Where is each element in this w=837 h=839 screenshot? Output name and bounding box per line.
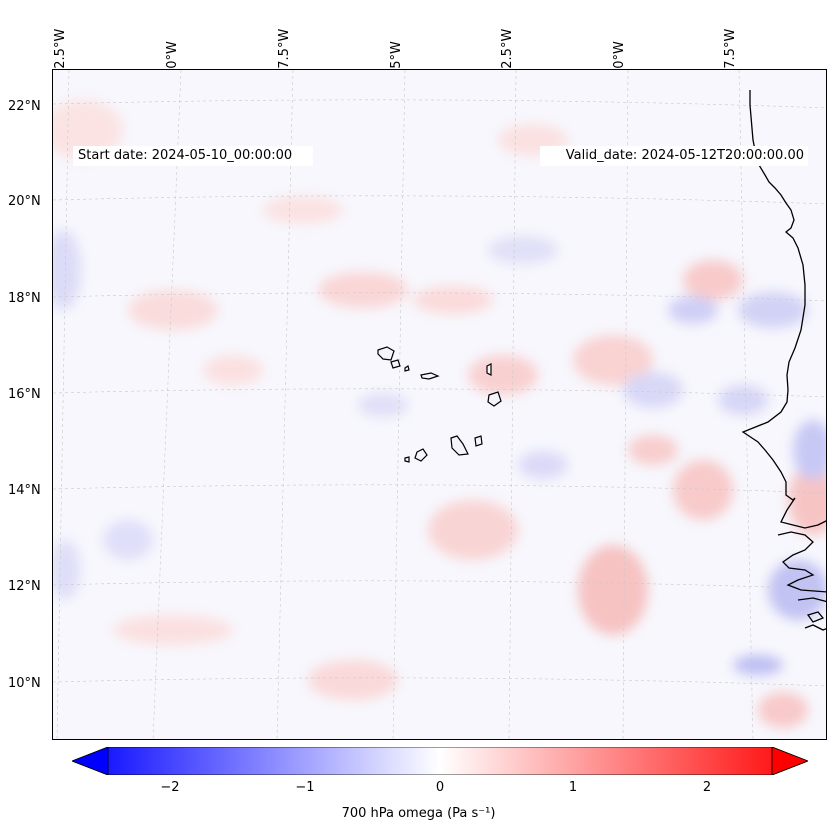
cbar-tick-minus-1: −1 <box>295 780 315 795</box>
cbar-tick-2: 2 <box>702 780 712 795</box>
valid-date-label: Valid_date: 2024-05-12T20:00:00.00 <box>540 146 808 166</box>
lat-label-18n: 18°N <box>8 291 41 306</box>
start-date-label: Start date: 2024-05-10_00:00:00 <box>73 146 313 166</box>
cbar-tick-1: 1 <box>568 780 578 795</box>
colorbar <box>70 746 810 776</box>
lat-label-10n: 10°N <box>8 676 41 691</box>
cape-verde-islands <box>377 346 502 463</box>
lat-label-22n: 22°N <box>8 99 41 114</box>
omega-anomaly-blobs <box>53 100 826 728</box>
cbar-tick-minus-2: −2 <box>160 780 180 795</box>
valid-date-text: Valid_date: 2024-05-12T20:00:00.00 <box>565 148 804 163</box>
lat-label-16n: 16°N <box>8 387 41 402</box>
colorbar-gradient <box>70 746 810 776</box>
map-panel: Start date: 2024-05-10_00:00:00 Valid_da… <box>52 69 827 740</box>
cbar-tick-0: 0 <box>435 780 445 795</box>
africa-coastline <box>741 90 826 631</box>
start-date-text: Start date: 2024-05-10_00:00:00 <box>78 148 293 163</box>
omega-field-map <box>53 70 826 739</box>
graticule <box>53 70 826 739</box>
lat-label-12n: 12°N <box>8 579 41 594</box>
colorbar-label: 700 hPa omega (Pa s⁻¹) <box>341 806 496 821</box>
lat-label-14n: 14°N <box>8 483 41 498</box>
lat-label-20n: 20°N <box>8 194 41 209</box>
